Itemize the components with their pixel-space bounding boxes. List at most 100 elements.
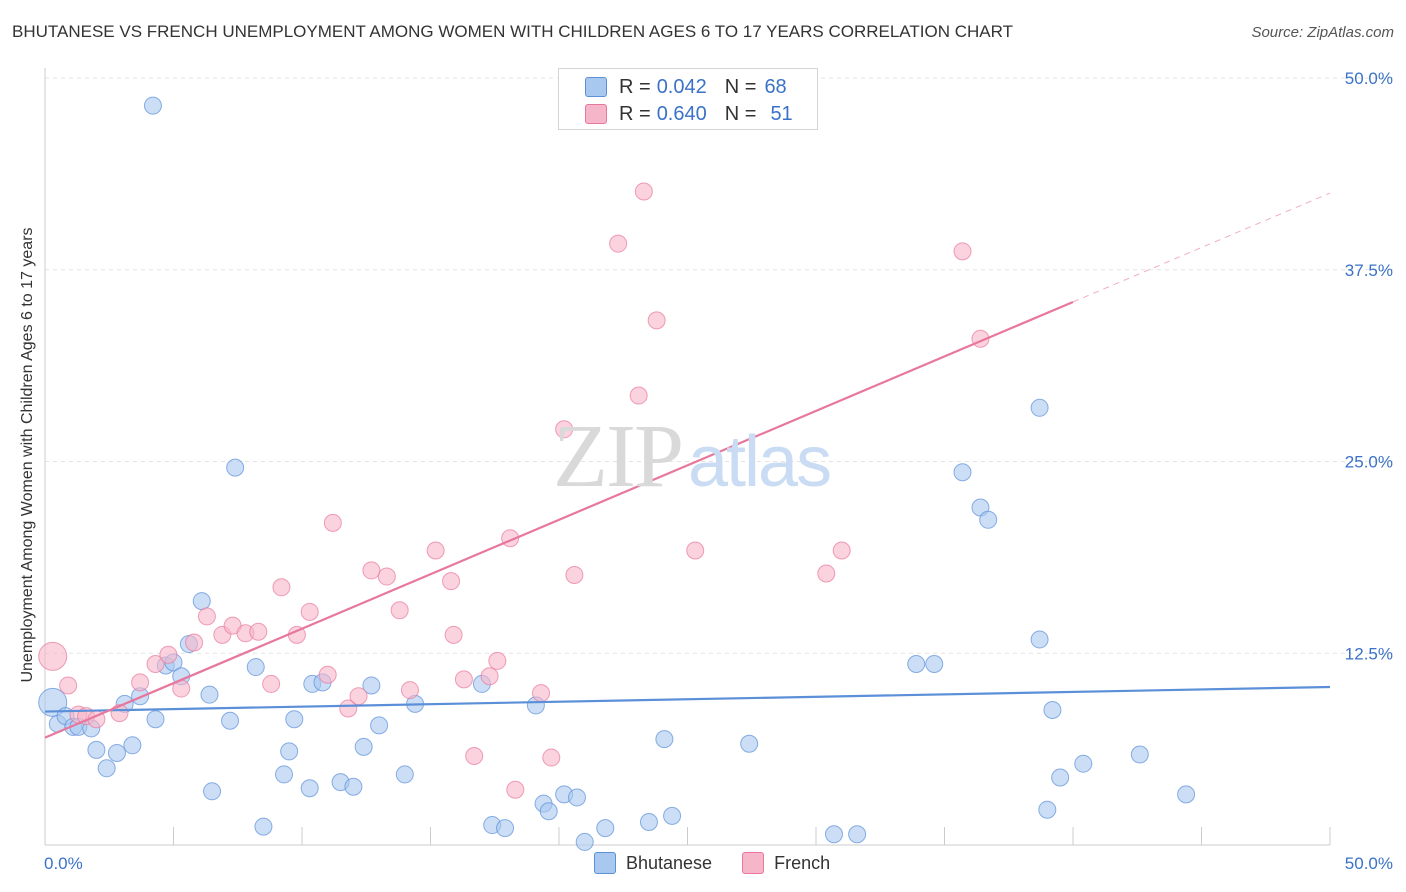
- bhutanese-point: [496, 819, 515, 838]
- french-point: [634, 182, 653, 201]
- bhutanese-point: [254, 817, 273, 836]
- french-point: [609, 234, 628, 253]
- bhutanese-point: [907, 654, 926, 673]
- bhutanese-point: [344, 777, 363, 796]
- y-axis-label: Unemployment Among Women with Children A…: [19, 227, 36, 683]
- bhutanese-point: [362, 676, 381, 695]
- bhutanese-point: [848, 825, 867, 844]
- bhutanese-trend-line: [44, 685, 1331, 713]
- bhutanese-point: [925, 654, 944, 673]
- french-point: [131, 673, 150, 692]
- french-point: [953, 242, 972, 261]
- legend-swatch-bhutanese: [585, 77, 607, 97]
- bhutanese-point: [575, 832, 594, 851]
- french-point: [59, 676, 78, 695]
- tick-labels: 12.5% 25.0% 37.5% 50.0% 0.0% 50.0%: [44, 69, 1393, 873]
- x-tick-label: 0.0%: [44, 854, 83, 873]
- legend-label-french: French: [774, 852, 831, 873]
- bhutanese-point: [146, 710, 165, 729]
- french-point: [488, 651, 507, 670]
- x-tick-label: 50.0%: [1345, 854, 1393, 873]
- french-point: [249, 622, 268, 641]
- french-trend-line: [44, 300, 1074, 739]
- bhutanese-point: [370, 716, 389, 735]
- french-point: [390, 601, 409, 620]
- french-point: [323, 513, 342, 532]
- bhutanese-point: [979, 510, 998, 529]
- bhutanese-point: [203, 782, 222, 801]
- legend-n-value: 68: [764, 75, 787, 98]
- zipatlas-watermark: ZIPatlas: [553, 407, 832, 506]
- y-tick-label: 25.0%: [1345, 453, 1393, 472]
- grid-lines: [45, 77, 1395, 654]
- french-point: [185, 633, 204, 652]
- correlation-legend: R = 0.042 N = 68 R = 0.640 N = 51: [558, 68, 818, 130]
- axes: [44, 68, 1331, 846]
- bhutanese-point: [354, 737, 373, 756]
- french-point: [197, 607, 216, 626]
- french-point: [832, 541, 851, 560]
- chart-source: Source: ZipAtlas.com: [1251, 24, 1394, 41]
- bhutanese-point: [1051, 768, 1070, 787]
- french-point: [318, 665, 337, 684]
- french-point: [817, 564, 836, 583]
- french-point: [542, 748, 561, 767]
- french-point: [272, 578, 291, 597]
- french-point: [454, 670, 473, 689]
- french-point: [629, 386, 648, 405]
- french-point: [465, 747, 484, 766]
- trend-lines: [44, 192, 1331, 739]
- bhutanese-point: [639, 812, 658, 831]
- french-point: [506, 780, 525, 799]
- bhutanese-point: [655, 730, 674, 749]
- french-point: [349, 687, 368, 706]
- french-point: [444, 625, 463, 644]
- french-point: [647, 311, 666, 330]
- bhutanese-point: [663, 806, 682, 825]
- bhutanese-point: [221, 711, 240, 730]
- legend-item-bhutanese[interactable]: Bhutanese: [594, 852, 712, 874]
- legend-swatch-french: [585, 104, 607, 124]
- legend-n-label: N =: [724, 102, 757, 125]
- bhutanese-point: [275, 765, 294, 784]
- legend-swatch-french: [742, 852, 765, 874]
- bhutanese-point: [285, 710, 304, 729]
- french-points: [38, 108, 990, 799]
- y-tick-label: 37.5%: [1345, 261, 1393, 280]
- french-point: [159, 645, 178, 664]
- bhutanese-point: [395, 765, 414, 784]
- bhutanese-point: [87, 740, 106, 759]
- bhutanese-point: [200, 685, 219, 704]
- bhutanese-point: [1038, 800, 1057, 819]
- legend-row-french: R = 0.640 N = 51: [585, 102, 793, 126]
- legend-r-label: R =: [619, 102, 651, 125]
- y-tick-label: 12.5%: [1345, 644, 1393, 663]
- bhutanese-point: [1074, 754, 1093, 773]
- legend-item-french[interactable]: French: [742, 852, 830, 874]
- bhutanese-point: [539, 802, 558, 821]
- french-point: [426, 541, 445, 560]
- bhutanese-point: [1030, 630, 1049, 649]
- legend-r-label: R =: [619, 75, 651, 98]
- french-point: [532, 684, 551, 703]
- bhutanese-point: [824, 825, 843, 844]
- bhutanese-point: [953, 463, 972, 482]
- series-legend: Bhutanese French: [594, 852, 860, 874]
- legend-label-bhutanese: Bhutanese: [626, 852, 713, 873]
- bhutanese-point: [123, 736, 142, 755]
- bhutanese-point: [107, 743, 126, 762]
- bhutanese-point: [192, 592, 211, 611]
- legend-n-value: 51: [770, 102, 793, 125]
- legend-row-bhutanese: R = 0.042 N = 68: [585, 75, 787, 99]
- bhutanese-point: [1177, 785, 1196, 804]
- bhutanese-point: [567, 788, 586, 807]
- chart-title: BHUTANESE VS FRENCH UNEMPLOYMENT AMONG W…: [12, 22, 1013, 41]
- french-point: [442, 572, 461, 591]
- bhutanese-point: [280, 742, 299, 761]
- french-point: [300, 602, 319, 621]
- bhutanese-point: [226, 458, 245, 477]
- bhutanese-point: [300, 779, 319, 798]
- french-point: [686, 541, 705, 560]
- y-tick-label: 50.0%: [1345, 69, 1393, 88]
